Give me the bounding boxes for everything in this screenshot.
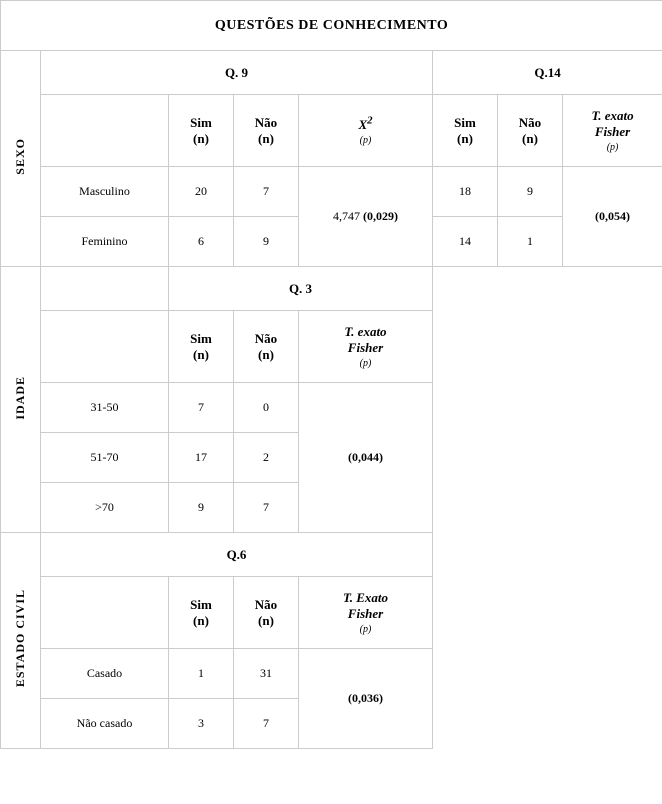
knowledge-questions-table: QUESTÕES DE CONHECIMENTO SEXO Q. 9 Q.14 … <box>0 0 662 749</box>
side-label-idade: IDADE <box>1 267 41 533</box>
q6-nao-0: 31 <box>234 649 299 699</box>
side-label-estado: ESTADO CIVIL <box>1 533 41 749</box>
q14-stat-header: T. exatoFisher(p) <box>563 95 662 167</box>
q6-nao-1: 7 <box>234 699 299 749</box>
q3-header: Q. 3 <box>169 267 433 311</box>
q9-stat-header: X2(p) <box>299 95 433 167</box>
table-row: Masculino 20 7 4,747 (0,029) 18 9 (0,054… <box>1 167 662 217</box>
q-header-row-estado: ESTADO CIVIL Q.6 <box>1 533 662 577</box>
blank-region-idade <box>433 267 662 533</box>
q-header-row-sexo: SEXO Q. 9 Q.14 <box>1 51 662 95</box>
q14-nao-header: Não(n) <box>498 95 563 167</box>
cat-casado: Casado <box>41 649 169 699</box>
q14-nao-1: 1 <box>498 217 563 267</box>
q6-sim-1: 3 <box>169 699 234 749</box>
q9-sim-1: 6 <box>169 217 234 267</box>
q-header-row-idade: IDADE Q. 3 <box>1 267 662 311</box>
q3-nao-0: 0 <box>234 383 299 433</box>
q3-sim-0: 7 <box>169 383 234 433</box>
q9-nao-header: Não(n) <box>234 95 299 167</box>
q6-stat-header: T. ExatoFisher(p) <box>299 577 433 649</box>
empty-cell <box>41 577 169 649</box>
q9-stat-value: 4,747 (0,029) <box>299 167 433 267</box>
q6-sim-0: 1 <box>169 649 234 699</box>
q6-header: Q.6 <box>41 533 433 577</box>
subhead-sexo: Sim(n) Não(n) X2(p) Sim(n) Não(n) T. exa… <box>1 95 662 167</box>
q3-nao-header: Não(n) <box>234 311 299 383</box>
q14-stat-value: (0,054) <box>563 167 662 267</box>
q3-nao-2: 7 <box>234 483 299 533</box>
q14-sim-1: 14 <box>433 217 498 267</box>
cat-nao-casado: Não casado <box>41 699 169 749</box>
title-row: QUESTÕES DE CONHECIMENTO <box>1 1 662 51</box>
side-label-idade-text: IDADE <box>13 376 28 420</box>
q6-nao-header: Não(n) <box>234 577 299 649</box>
cat-51-70: 51-70 <box>41 433 169 483</box>
empty-cell <box>41 267 169 311</box>
empty-cell <box>41 311 169 383</box>
q3-sim-2: 9 <box>169 483 234 533</box>
empty-cell <box>41 95 169 167</box>
cat-70plus: >70 <box>41 483 169 533</box>
cat-31-50: 31-50 <box>41 383 169 433</box>
q14-sim-header: Sim(n) <box>433 95 498 167</box>
side-label-estado-text: ESTADO CIVIL <box>13 589 28 687</box>
q3-sim-header: Sim(n) <box>169 311 234 383</box>
q3-sim-1: 17 <box>169 433 234 483</box>
q14-sim-0: 18 <box>433 167 498 217</box>
blank-region-estado <box>433 533 662 749</box>
cat-masculino: Masculino <box>41 167 169 217</box>
q3-nao-1: 2 <box>234 433 299 483</box>
q9-nao-1: 9 <box>234 217 299 267</box>
side-label-sexo-text: SEXO <box>13 138 28 175</box>
q6-sim-header: Sim(n) <box>169 577 234 649</box>
q9-sim-header: Sim(n) <box>169 95 234 167</box>
q14-nao-0: 9 <box>498 167 563 217</box>
side-label-sexo: SEXO <box>1 51 41 267</box>
q9-sim-0: 20 <box>169 167 234 217</box>
q14-header: Q.14 <box>433 51 662 95</box>
q3-stat-header: T. exatoFisher(p) <box>299 311 433 383</box>
q3-stat-value: (0,044) <box>299 383 433 533</box>
q9-header: Q. 9 <box>41 51 433 95</box>
q9-nao-0: 7 <box>234 167 299 217</box>
table-title: QUESTÕES DE CONHECIMENTO <box>1 1 662 51</box>
cat-feminino: Feminino <box>41 217 169 267</box>
q6-stat-value: (0,036) <box>299 649 433 749</box>
